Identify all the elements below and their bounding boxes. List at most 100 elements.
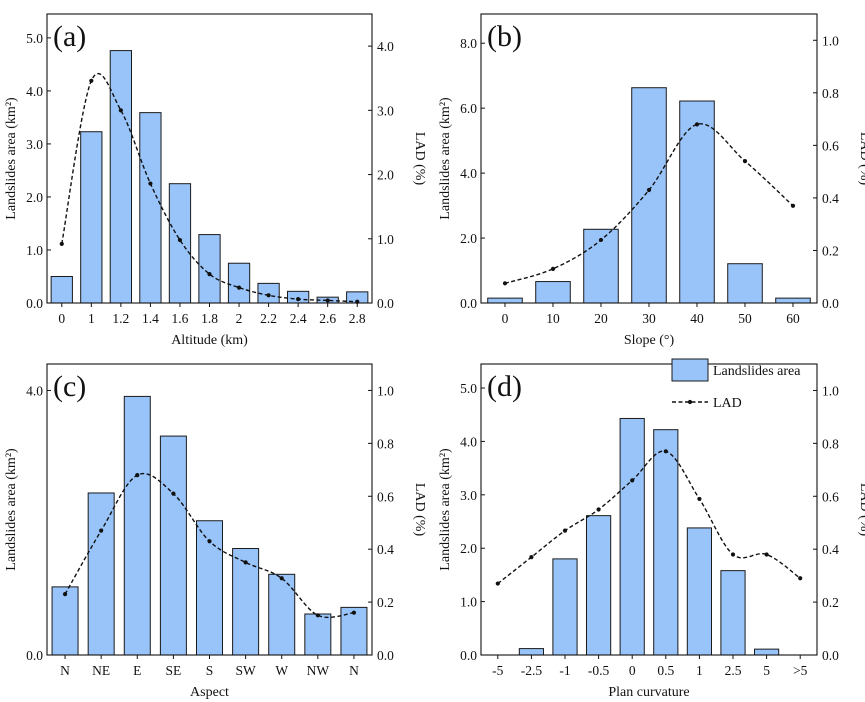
plot-frame	[480, 363, 818, 656]
y-tick-label: 2.0	[26, 190, 43, 205]
x-axis-title: Altitude (km)	[171, 333, 248, 348]
lad-series-line	[61, 72, 358, 303]
y-tick-label: 5.0	[460, 381, 477, 396]
lad-point	[89, 78, 94, 83]
bar	[727, 263, 763, 304]
bar	[518, 648, 544, 656]
lad-point	[730, 552, 736, 557]
bar	[653, 429, 679, 656]
y-tick-label: 2.0	[460, 541, 477, 556]
bar	[754, 648, 780, 656]
x-tick-label: E	[133, 663, 141, 678]
x-tick-label: 10	[546, 311, 560, 326]
bar	[268, 573, 296, 656]
lad-point	[325, 298, 330, 303]
y-tick-label: 2.0	[460, 231, 477, 246]
x-tick-label: 5	[763, 663, 770, 678]
y2-tick-label: 2.0	[377, 168, 394, 183]
bar	[552, 558, 578, 656]
chart-panel-d: -5 -2.5 -1 -0.5 0 0.5 1 2.5 5 >5 0.0 1.0 2.0 3.0 4.0 5.…	[438, 358, 865, 700]
bar	[775, 297, 811, 304]
x-tick-label: 1	[696, 663, 703, 678]
bar	[619, 417, 645, 656]
x-tick-label: -0.5	[588, 663, 610, 678]
y2-axis-title: LAD (%)	[412, 483, 427, 537]
x-tick-label: -1	[559, 663, 570, 678]
lad-point	[598, 237, 604, 243]
x-tick-label: 1	[88, 311, 95, 326]
lad-point	[148, 181, 153, 186]
bar	[51, 586, 79, 656]
lad-point	[59, 241, 64, 247]
y-tick-label: 6.0	[460, 101, 477, 116]
y2-tick-label: 0.4	[377, 542, 394, 557]
bar	[159, 435, 187, 656]
bar	[304, 613, 332, 656]
bar	[168, 183, 192, 304]
lad-point	[798, 576, 803, 581]
bar	[123, 395, 151, 656]
lad-series-line	[497, 450, 801, 585]
legend-line-marker	[687, 399, 693, 405]
panel-label: (b)	[487, 20, 522, 53]
y2-tick-label: 0.4	[822, 191, 839, 206]
y2-tick-label: 0.2	[822, 595, 839, 610]
x-tick-label: 1.8	[201, 311, 218, 326]
y2-tick-label: 1.0	[822, 383, 839, 398]
lad-point	[236, 285, 242, 290]
x-tick-label: >5	[793, 663, 808, 678]
x-tick-label: NE	[92, 663, 110, 678]
chart-panel-c: N NE E SE S SW W NW N 0.0 4.0 0.0 0.2 0.4 0.6 0.8 1.0 Asp…	[4, 363, 427, 700]
lad-point	[646, 187, 652, 193]
x-tick-label: 1.2	[112, 311, 129, 326]
y-tick-label: 3.0	[460, 488, 477, 503]
y2-tick-label: 1.0	[822, 33, 839, 48]
x-tick-label: SW	[235, 663, 256, 678]
y2-axis-title: LAD (%)	[857, 132, 865, 186]
panel-label: (a)	[53, 20, 86, 53]
lad-point	[296, 297, 301, 302]
legend-line-label: LAD	[713, 396, 742, 411]
y2-axis-title: LAD (%)	[857, 483, 865, 537]
x-tick-label: -2.5	[521, 663, 543, 678]
y-tick-label: 1.0	[26, 243, 43, 258]
lad-point	[562, 528, 568, 533]
y2-axis-title: LAD (%)	[412, 132, 427, 186]
lad-point	[790, 203, 796, 208]
bar	[631, 87, 667, 304]
lad-point	[62, 592, 68, 597]
lad-point	[742, 159, 748, 164]
lad-point	[243, 560, 248, 565]
y-tick-label: 8.0	[460, 36, 477, 51]
y2-tick-label: 4.0	[377, 39, 394, 54]
x-tick-label: 2.5	[725, 663, 742, 678]
bar	[80, 131, 103, 304]
x-tick-label: 20	[594, 311, 608, 326]
y2-tick-label: 0.6	[377, 489, 394, 504]
y2-tick-label: 0.8	[822, 436, 839, 451]
y-tick-label: 4.0	[460, 434, 477, 449]
x-axis-title: Aspect	[190, 685, 229, 700]
lad-point	[99, 528, 104, 533]
lad-point	[495, 581, 500, 586]
lad-point	[596, 507, 601, 512]
y-tick-label: 0.0	[460, 648, 477, 663]
y-axis-title: Landslides area (km²)	[4, 97, 19, 220]
y-tick-label: 3.0	[26, 137, 43, 152]
bar	[139, 112, 162, 304]
panel-label: (c)	[53, 370, 86, 403]
lad-point	[177, 237, 183, 243]
x-tick-label: 2.2	[260, 311, 277, 326]
x-tick-label: 60	[786, 311, 800, 326]
lad-point	[351, 610, 357, 615]
lad-point	[266, 293, 271, 298]
lad-point	[118, 108, 123, 113]
y-tick-label: 0.0	[26, 296, 43, 311]
bar	[487, 297, 523, 304]
y-tick-label: 4.0	[26, 383, 43, 398]
x-tick-label: N	[349, 663, 359, 678]
x-tick-label: S	[206, 663, 214, 678]
bar	[50, 275, 73, 304]
lad-point	[502, 281, 508, 286]
bar	[198, 234, 221, 304]
